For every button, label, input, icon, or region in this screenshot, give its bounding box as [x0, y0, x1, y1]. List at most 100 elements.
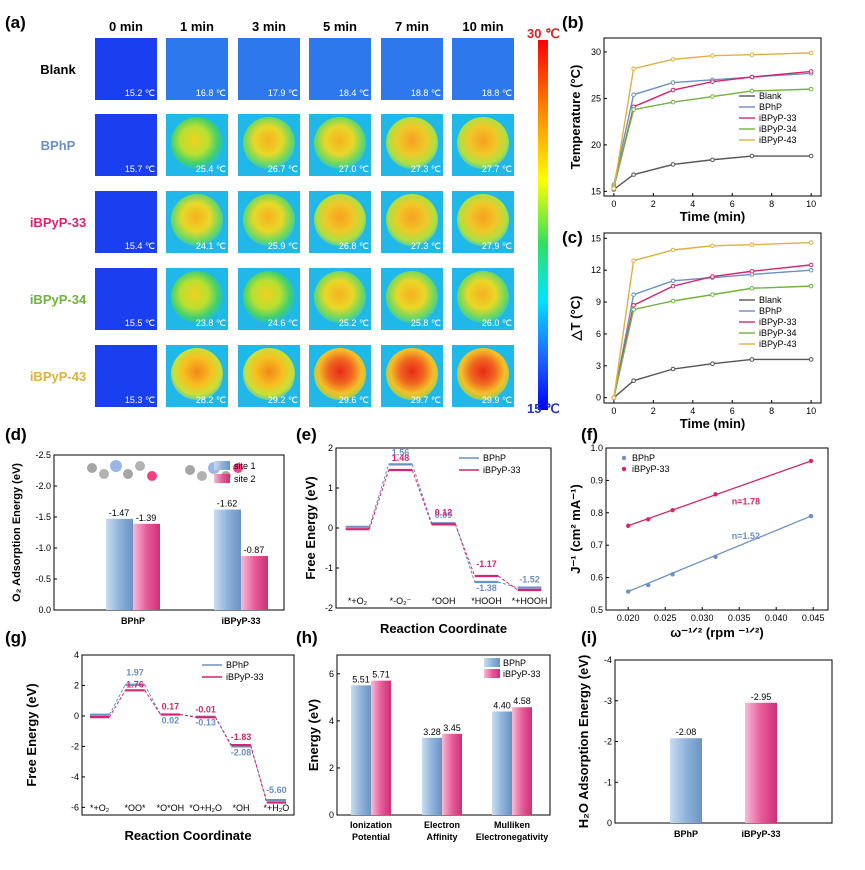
- thermal-image-tile: [166, 38, 228, 100]
- y-tick-label: 0: [596, 393, 601, 403]
- temperature-readout: 29.2 ℃: [268, 395, 298, 405]
- energy-connector: [144, 690, 162, 715]
- temperature-readout: 29.9 ℃: [482, 395, 512, 405]
- x-axis-title: Time (min): [680, 209, 746, 224]
- bar-value-label: -2.95: [751, 692, 772, 702]
- energy-value-label: 1.56: [392, 447, 410, 457]
- bar: [371, 680, 391, 815]
- data-point: [808, 86, 814, 92]
- y-tick-label: 0: [329, 810, 334, 820]
- data-point: [670, 99, 676, 105]
- thermal-image-tile: [95, 191, 157, 253]
- thermal-image-tile: [95, 345, 157, 407]
- bar-value-label: 4.40: [493, 700, 511, 710]
- bar-value-label: 5.51: [352, 674, 370, 684]
- series-line: [613, 52, 812, 189]
- y-tick-label: -1.0: [35, 543, 51, 553]
- x-tick-label: 6: [730, 406, 735, 416]
- bar: [241, 556, 268, 610]
- temperature-readout: 15.4 ℃: [125, 241, 155, 251]
- temperature-readout: 24.6 ℃: [268, 318, 298, 328]
- y-tick-label: 6: [329, 669, 334, 679]
- chart-free-energy-4e: -6 -4 -2 0 2 4 Free Energy (eV) Reaction Coordi…: [24, 650, 295, 843]
- legend-marker: [621, 455, 627, 461]
- temperature-readout: 23.8 ℃: [196, 318, 226, 328]
- data-point: [808, 267, 814, 273]
- energy-value-label: -5.60: [266, 785, 287, 795]
- panel-label-c: (c): [562, 228, 583, 247]
- temperature-readout: 28.2 ℃: [196, 395, 226, 405]
- reaction-state-label: *HOOH: [471, 596, 502, 606]
- thermal-hot-spot: [242, 270, 296, 324]
- temperature-readout: 18.4 ℃: [339, 88, 369, 98]
- thermal-hot-spot: [385, 193, 439, 247]
- legend-label: BPhP: [759, 306, 782, 316]
- legend-label: iBPyP-33: [483, 465, 521, 475]
- x-category-label: Potential: [352, 832, 390, 842]
- thermal-image-panel: (a) 0 min 1 min 3 min 5 min 7 min 10 min Blank…: [5, 13, 560, 416]
- energy-value-label: -1.38: [476, 583, 497, 593]
- data-point: [749, 357, 755, 362]
- time-column-header: 7 min: [395, 19, 429, 34]
- y-tick-label: -2: [604, 737, 612, 747]
- legend-label: iBPyP-43: [759, 339, 797, 349]
- data-point: [710, 243, 715, 249]
- legend-label: iBPyP-33: [759, 317, 797, 327]
- data-point: [670, 87, 676, 93]
- y-axis-title: △T (°C): [568, 296, 583, 342]
- energy-value-label: 0.02: [162, 715, 180, 725]
- x-tick-label: 10: [806, 199, 816, 209]
- energy-value-label: 0.17: [162, 702, 180, 712]
- data-point: [670, 572, 675, 577]
- thermal-hot-spot: [170, 116, 224, 170]
- y-axis-title: Free Energy (eV): [24, 683, 39, 786]
- y-axis-title: Free Energy (eV): [303, 476, 318, 579]
- data-point: [631, 258, 636, 263]
- y-tick-label: 20: [591, 140, 601, 150]
- energy-value-label: -2.08: [231, 747, 252, 757]
- y-axis-title: Energy (eV): [306, 699, 321, 771]
- series-line: [613, 269, 812, 398]
- y-tick-label: -2: [71, 741, 79, 751]
- x-tick-label: 10: [806, 406, 816, 416]
- data-point: [808, 50, 814, 56]
- y-tick-label: 30: [591, 47, 601, 57]
- temperature-color-scale: [538, 40, 548, 410]
- panel-label-h: (h): [296, 628, 318, 647]
- bar-value-label: -2.08: [676, 727, 697, 737]
- energy-value-label: -1.52: [519, 575, 540, 585]
- thermal-hot-spot: [456, 347, 510, 401]
- data-point: [710, 157, 715, 163]
- legend-label: iBPyP-33: [632, 464, 670, 474]
- legend-label: iBPyP-34: [759, 124, 797, 134]
- data-point: [808, 513, 814, 519]
- reaction-state-label: *OOH: [431, 596, 455, 606]
- thermal-hot-spot: [456, 270, 510, 324]
- time-column-header: 5 min: [323, 19, 357, 34]
- thermal-hot-spot: [242, 193, 296, 247]
- temperature-readout: 15.2 ℃: [125, 88, 155, 98]
- thermal-hot-spot: [170, 193, 224, 247]
- panel-label-f: (f): [581, 425, 598, 444]
- y-tick-label: 0: [607, 818, 612, 828]
- y-tick-label: -6: [71, 802, 79, 812]
- x-category-label: Mulliken: [494, 820, 530, 830]
- y-tick-label: 25: [591, 93, 601, 103]
- legend-label: site 1: [234, 461, 256, 471]
- data-point: [631, 378, 636, 383]
- energy-connector: [108, 684, 126, 715]
- temperature-readout: 27.7 ℃: [482, 164, 512, 174]
- thermal-hot-spot: [170, 347, 224, 401]
- temperature-readout: 26.8 ℃: [339, 241, 369, 251]
- energy-value-label: 1.48: [392, 453, 410, 463]
- bar: [351, 685, 371, 815]
- panel-label-a: (a): [5, 13, 26, 32]
- data-point: [749, 285, 755, 291]
- x-tick-label: 4: [690, 406, 695, 416]
- energy-connector: [108, 690, 126, 718]
- x-tick-label: 2: [651, 406, 656, 416]
- temperature-readout: 27.3 ℃: [411, 241, 441, 251]
- y-tick-label: -4: [604, 655, 612, 665]
- y-tick-label: 4: [329, 716, 334, 726]
